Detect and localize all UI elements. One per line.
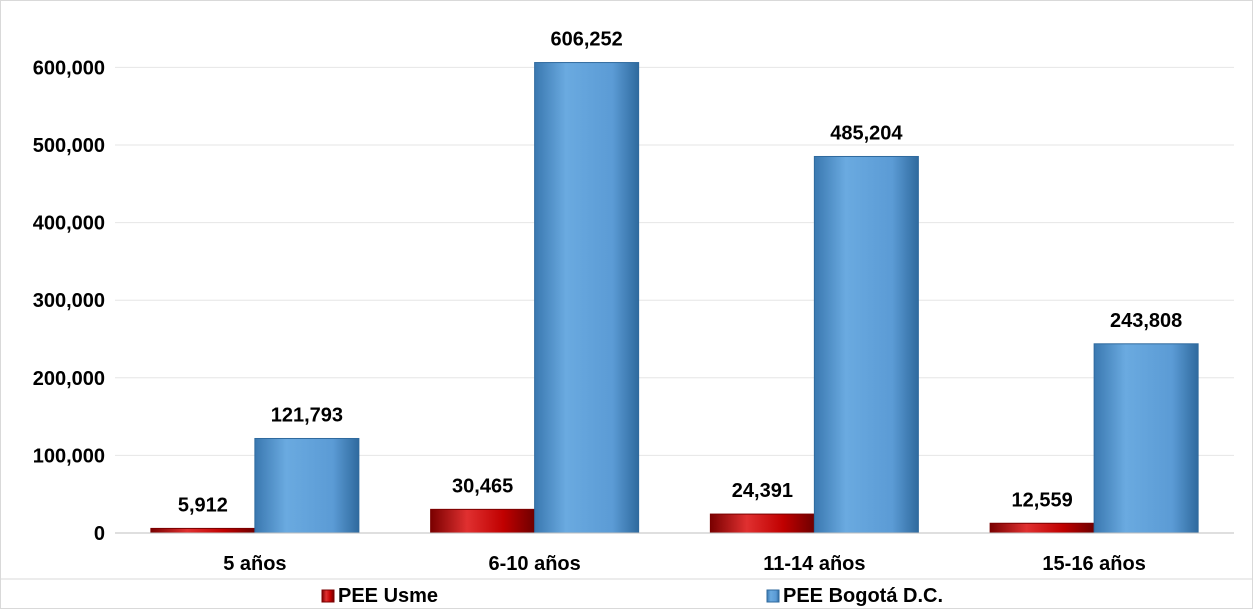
bar-pee-usme: [709, 513, 815, 534]
data-label: 5,912: [178, 494, 228, 516]
bar-pee-bogota: [813, 155, 919, 534]
legend: PEE Usme PEE Bogotá D.C.: [321, 585, 943, 607]
bar-pee-bogota: [1093, 343, 1199, 534]
y-tick-label: 600,000: [33, 57, 105, 79]
bar-pee-bogota: [254, 437, 360, 534]
data-label: 121,793: [271, 404, 343, 426]
data-label: 243,808: [1110, 310, 1182, 332]
x-category-label: 15-16 años: [1042, 553, 1145, 575]
y-tick-label: 300,000: [33, 290, 105, 312]
data-label: 606,252: [550, 29, 622, 51]
y-tick-label: 500,000: [33, 135, 105, 157]
x-category-label: 6-10 años: [488, 553, 580, 575]
bar-pee-usme: [150, 527, 256, 534]
y-tick-label: 200,000: [33, 368, 105, 390]
x-category-label: 11-14 años: [763, 553, 865, 575]
legend-label: PEE Bogotá D.C.: [783, 585, 943, 607]
data-label: 24,391: [732, 480, 793, 502]
data-label: 485,204: [830, 122, 903, 144]
bar-pee-usme: [989, 522, 1095, 534]
legend-swatch: [321, 589, 335, 603]
y-tick-label: 100,000: [33, 445, 105, 467]
x-category-label: 5 años: [223, 553, 286, 575]
data-label: 30,465: [452, 475, 513, 497]
bar-pee-usme: [430, 508, 536, 534]
y-tick-label: 0: [94, 523, 105, 545]
bar-pee-bogota: [534, 62, 640, 534]
data-label: 12,559: [1012, 489, 1073, 511]
legend-label: PEE Usme: [338, 585, 438, 607]
y-tick-label: 400,000: [33, 213, 105, 235]
legend-swatch: [766, 589, 780, 603]
